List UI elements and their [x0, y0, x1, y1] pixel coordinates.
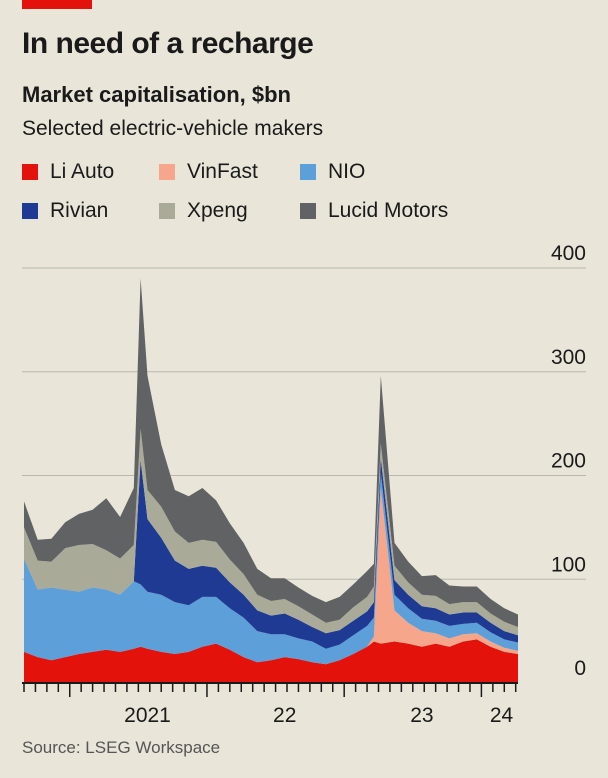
area-vinfast [24, 488, 518, 665]
chart-subtitle: Market capitalisation, $bn [22, 82, 291, 107]
accent-bar [22, 0, 92, 9]
legend-label-xpeng: Xpeng [187, 199, 248, 222]
legend-label-nio: NIO [328, 160, 366, 183]
legend-label-rivian: Rivian [50, 199, 109, 222]
chart-title: In need of a recharge [22, 27, 314, 60]
x-tick-label: 24 [490, 704, 514, 727]
legend-swatch-li-auto [22, 164, 38, 180]
legend-swatch-xpeng [159, 203, 175, 219]
y-tick-label: 300 [551, 346, 586, 369]
legend-label-li-auto: Li Auto [50, 160, 115, 183]
source-note: Source: LSEG Workspace [22, 738, 221, 757]
y-tick-label: 200 [551, 450, 586, 473]
area-lucid-motors [24, 278, 518, 627]
y-tick-label: 0 [574, 657, 586, 680]
legend-item-vinfast: VinFast [159, 160, 258, 184]
x-tick-label: 2021 [124, 704, 171, 727]
legend-label-vinfast: VinFast [187, 160, 258, 183]
legend-item-lucid-motors: Lucid Motors [300, 199, 448, 223]
legend-swatch-rivian [22, 203, 38, 219]
legend-item-li-auto: Li Auto [22, 160, 114, 184]
legend-label-lucid-motors: Lucid Motors [328, 199, 449, 222]
chart-description: Selected electric-vehicle makers [22, 117, 324, 140]
x-tick-label: 22 [273, 704, 296, 727]
legend-swatch-lucid-motors [300, 203, 316, 219]
legend-item-rivian: Rivian [22, 199, 108, 223]
area-li-auto [24, 639, 518, 683]
legend-swatch-nio [300, 164, 316, 180]
area-nio [24, 472, 518, 665]
legend-swatch-vinfast [159, 164, 175, 180]
legend-item-nio: NIO [300, 160, 365, 184]
y-tick-label: 100 [551, 553, 586, 576]
legend-item-xpeng: Xpeng [159, 199, 248, 223]
x-tick-label: 23 [410, 704, 433, 727]
y-tick-label: 400 [551, 242, 586, 265]
